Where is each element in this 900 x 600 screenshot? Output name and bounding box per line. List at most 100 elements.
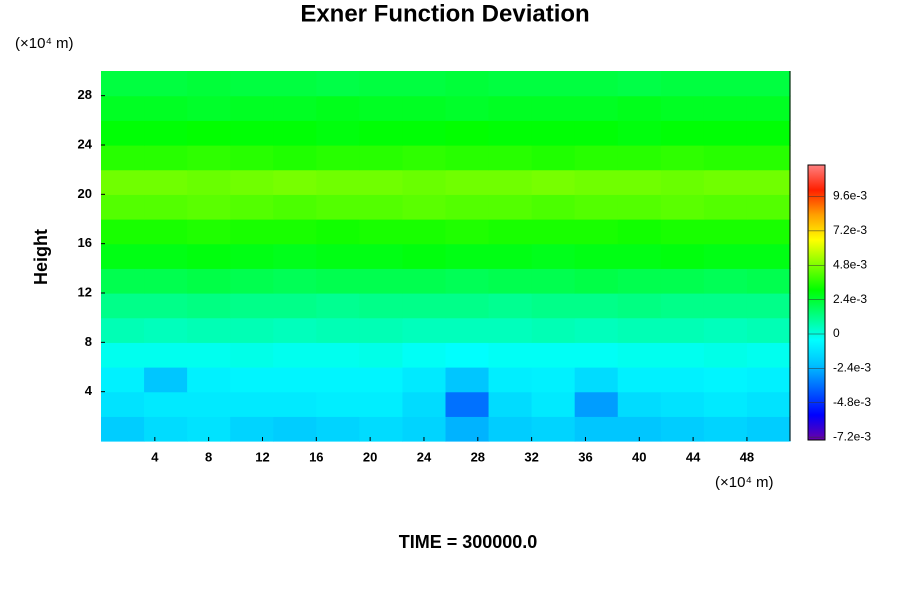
contour-cell [660, 268, 705, 294]
contour-cell [746, 243, 791, 269]
contour-cell [488, 268, 533, 294]
contour-cell [230, 317, 274, 343]
contour-cell [187, 367, 231, 393]
contour-cell [144, 169, 188, 195]
y-axis-label: Height [31, 229, 51, 285]
contour-cell [617, 95, 662, 121]
contour-cell [574, 219, 619, 245]
contour-cell [531, 268, 576, 294]
contour-cell [101, 169, 145, 195]
contour-cell [101, 268, 145, 294]
contour-cell [617, 120, 662, 146]
contour-cell [746, 317, 791, 343]
contour-cell [359, 169, 404, 195]
contour-cell [316, 71, 360, 97]
contour-cell [144, 268, 188, 294]
contour-cell [660, 367, 705, 393]
contour-cell [703, 120, 748, 146]
contour-cell [402, 71, 447, 97]
y-unit: (×10⁴ m) [15, 35, 74, 52]
contour-cell [746, 120, 791, 146]
y-tick-label: 12 [78, 284, 92, 299]
contour-cell [445, 243, 490, 269]
contour-cell [316, 416, 360, 442]
contour-cell [660, 194, 705, 220]
contour-cell [703, 169, 748, 195]
contour-cell [531, 293, 576, 319]
contour-cell [144, 391, 188, 417]
contour-cell [316, 169, 360, 195]
contour-cell [703, 71, 748, 97]
contour-cell [144, 194, 188, 220]
contour-cell [574, 194, 619, 220]
x-tick-label: 28 [471, 449, 485, 464]
contour-cell [230, 391, 274, 417]
contour-cell [359, 317, 404, 343]
contour-cell [617, 268, 662, 294]
contour-cell [230, 243, 274, 269]
contour-cell [359, 391, 404, 417]
contour-cell [746, 71, 791, 97]
contour-cell [488, 342, 533, 368]
contour-cell [660, 243, 705, 269]
contour-cell [101, 145, 145, 171]
contour-cell [359, 219, 404, 245]
contour-cell [660, 71, 705, 97]
contour-cell [574, 416, 619, 442]
contour-cell [144, 416, 188, 442]
contour-cell [445, 293, 490, 319]
contour-cell [187, 268, 231, 294]
contour-cell [273, 95, 317, 121]
contour-cell [230, 268, 274, 294]
x-tick-label: 16 [309, 449, 323, 464]
contour-cell [230, 169, 274, 195]
contour-cell [617, 317, 662, 343]
contour-cell [273, 219, 317, 245]
contour-cell [273, 367, 317, 393]
contour-cell [101, 317, 145, 343]
contour-cell [316, 95, 360, 121]
contour-cell [273, 243, 317, 269]
contour-cell [617, 293, 662, 319]
contour-cell [617, 219, 662, 245]
contour-cell [187, 71, 231, 97]
contour-cell [359, 268, 404, 294]
contour-cell [574, 317, 619, 343]
contour-cell [703, 194, 748, 220]
contour-cell [230, 219, 274, 245]
contour-cell [617, 71, 662, 97]
contour-cell [359, 145, 404, 171]
contour-cell [703, 367, 748, 393]
y-tick-label: 28 [78, 87, 92, 102]
contour-cell [746, 416, 791, 442]
contour-cell [703, 391, 748, 417]
contour-cell [359, 416, 404, 442]
contour-cell [144, 219, 188, 245]
contour-cell [230, 71, 274, 97]
contour-cell [531, 219, 576, 245]
contour-cell [316, 268, 360, 294]
contour-cell [445, 219, 490, 245]
contour-cell [703, 145, 748, 171]
x-tick-label: 48 [740, 449, 754, 464]
contour-cell [273, 317, 317, 343]
colorbar-tick-label: 4.8e-3 [833, 257, 867, 271]
contour-cell [187, 391, 231, 417]
y-tick-label: 16 [78, 235, 92, 250]
colorbar-tick-label: -7.2e-3 [833, 429, 871, 443]
contour-cell [402, 120, 447, 146]
contour-cell [187, 145, 231, 171]
contour-cell [273, 169, 317, 195]
contour-cell [488, 169, 533, 195]
contour-cell [445, 145, 490, 171]
contour-cell [617, 391, 662, 417]
contour-cell [445, 169, 490, 195]
colorbar-tick-label: 7.2e-3 [833, 223, 867, 237]
contour-cell [187, 95, 231, 121]
contour-cell [144, 95, 188, 121]
contour-cell [359, 95, 404, 121]
contour-cell [660, 120, 705, 146]
contour-cell [101, 95, 145, 121]
contour-cell [316, 194, 360, 220]
contour-cell [316, 243, 360, 269]
